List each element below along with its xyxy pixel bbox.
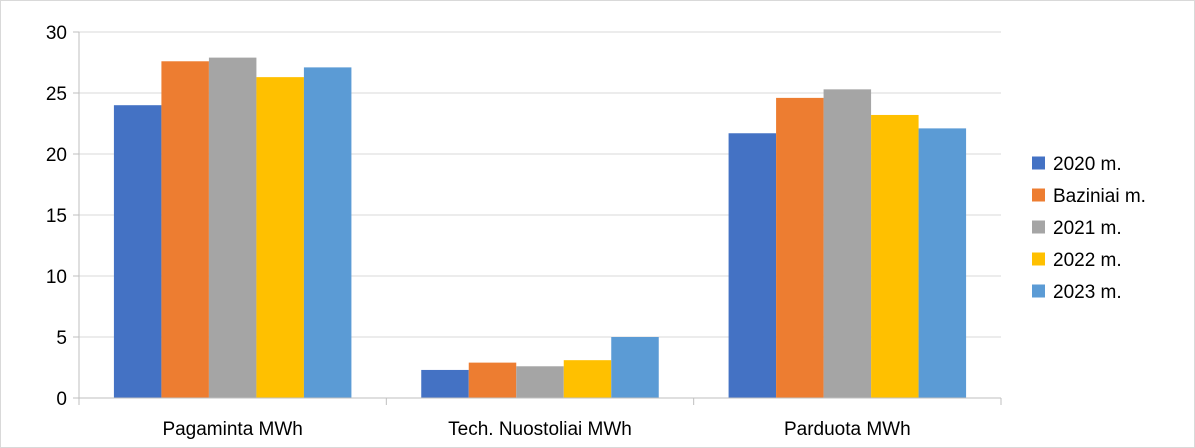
bar [516, 366, 564, 398]
x-category-label: Pagaminta MWh [162, 419, 302, 440]
y-tick-label: 15 [46, 206, 67, 227]
y-tick-label: 0 [56, 389, 67, 410]
y-tick-label: 5 [56, 328, 67, 349]
legend-swatch [1032, 252, 1045, 266]
y-tick-label: 30 [46, 23, 67, 44]
bar [208, 57, 257, 399]
legend-label: 2023 m. [1053, 282, 1122, 303]
x-category-labels: Pagaminta MWh Tech. Nuostoliai MWh Parduot… [162, 419, 910, 440]
legend-label: 2022 m. [1053, 250, 1122, 271]
legend-swatch [1032, 156, 1045, 170]
y-tick-label: 25 [46, 84, 67, 105]
bar [113, 105, 162, 398]
bar [161, 61, 209, 398]
legend-label: 2020 m. [1053, 154, 1122, 175]
bar [728, 133, 777, 398]
legend-swatch [1032, 220, 1045, 234]
axes [78, 32, 1002, 405]
legend-swatch [1032, 188, 1045, 202]
bar [823, 89, 872, 398]
legend: 2020 m. Baziniai m. 2021 m. 2022 m. 2023 m. [1032, 154, 1146, 303]
bar [468, 362, 517, 398]
bar [871, 114, 919, 399]
y-tick-label: 20 [46, 145, 67, 166]
bar [303, 67, 352, 398]
legend-label: 2021 m. [1053, 218, 1122, 239]
y-tick-label: 10 [46, 267, 67, 288]
bar [611, 337, 659, 398]
y-tick-labels: 0 5 10 15 20 25 30 [46, 23, 67, 410]
bar [918, 128, 967, 398]
x-category-label: Parduota MWh [784, 419, 911, 440]
bars [113, 57, 967, 399]
bar [256, 77, 304, 398]
x-category-label: Tech. Nuostoliai MWh [448, 419, 632, 440]
legend-label: Baziniai m. [1053, 186, 1146, 207]
bar [776, 97, 824, 398]
legend-swatch [1032, 284, 1045, 298]
bar [563, 360, 612, 398]
bar [421, 369, 469, 398]
